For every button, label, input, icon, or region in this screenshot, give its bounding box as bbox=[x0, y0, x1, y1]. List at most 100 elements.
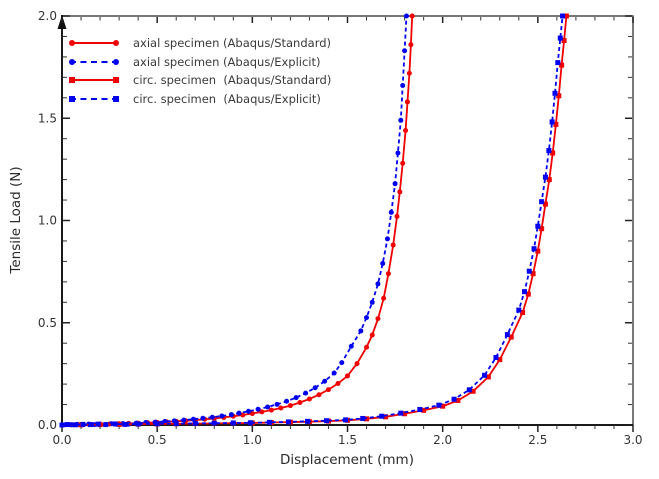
axial-explicit-marker bbox=[284, 398, 290, 404]
circ-explicit-marker bbox=[557, 35, 563, 41]
axial-standard-marker bbox=[400, 160, 406, 166]
circ-explicit-marker bbox=[531, 246, 537, 252]
circ-standard-marker bbox=[470, 388, 476, 394]
axial-explicit-marker bbox=[375, 281, 381, 287]
y-tick-label: 1.5 bbox=[38, 111, 57, 125]
circ-standard-marker bbox=[559, 62, 565, 68]
circ-standard-marker bbox=[485, 374, 491, 380]
axial-standard-marker bbox=[259, 409, 265, 415]
blue-circle-marker-icon bbox=[69, 58, 75, 65]
axial-explicit-marker bbox=[265, 404, 271, 410]
circ-explicit-marker bbox=[135, 421, 141, 427]
axial-standard-marker bbox=[369, 332, 375, 338]
axial-standard-marker bbox=[397, 189, 403, 195]
x-tick-label: 1.5 bbox=[338, 433, 357, 447]
axial-explicit-marker bbox=[358, 328, 364, 334]
circ-standard-marker bbox=[556, 93, 562, 99]
circ-explicit-marker bbox=[285, 419, 291, 425]
circ-explicit-marker bbox=[552, 90, 558, 96]
circ-standard-marker bbox=[553, 121, 559, 127]
circ-explicit-marker bbox=[546, 148, 552, 154]
axial-standard-marker bbox=[354, 361, 360, 367]
y-tick-label: 2.0 bbox=[38, 9, 57, 23]
circ-standard-marker bbox=[525, 291, 531, 297]
circ-standard-marker bbox=[542, 201, 548, 207]
y-axis-title: Tensile Load (N) bbox=[8, 166, 24, 274]
circ-explicit-marker bbox=[95, 421, 101, 427]
axial-explicit-marker bbox=[402, 48, 408, 54]
circ-explicit-marker bbox=[154, 421, 160, 427]
axial-standard-marker bbox=[345, 373, 350, 379]
circ-standard-marker bbox=[530, 271, 536, 277]
circ-explicit-marker bbox=[103, 422, 109, 428]
circ-explicit-marker bbox=[211, 420, 217, 426]
red-solid-line-icon bbox=[70, 42, 118, 45]
x-tick-label: 3.0 bbox=[623, 433, 642, 447]
blue-dashed-line-icon bbox=[70, 97, 118, 100]
axial-explicit-marker bbox=[322, 378, 328, 384]
circ-explicit-marker bbox=[417, 406, 423, 412]
axial-explicit-marker bbox=[293, 395, 299, 401]
axial-standard-marker bbox=[403, 128, 409, 134]
axial-explicit-marker bbox=[348, 343, 354, 349]
axial-explicit-marker bbox=[200, 415, 206, 421]
x-tick-label: 2.0 bbox=[433, 433, 452, 447]
circ-standard-marker bbox=[440, 403, 446, 409]
circ-explicit-marker bbox=[535, 223, 541, 229]
axial-standard-marker bbox=[268, 407, 274, 413]
axial-explicit-marker bbox=[339, 360, 345, 366]
red-square-marker-icon bbox=[113, 77, 119, 84]
axial-explicit-marker bbox=[380, 260, 386, 266]
circ-explicit-marker bbox=[112, 421, 118, 427]
red-square-marker-icon bbox=[69, 77, 75, 84]
axial-standard-marker bbox=[406, 70, 412, 76]
axial-explicit-marker bbox=[228, 412, 234, 418]
axial-explicit-marker bbox=[303, 390, 309, 396]
legend-sample-axial-standard bbox=[69, 38, 119, 48]
blue-circle-marker-icon bbox=[113, 58, 119, 65]
circ-explicit-marker bbox=[72, 422, 78, 428]
circ-explicit-marker bbox=[436, 402, 442, 408]
series-circ-explicit-line bbox=[61, 15, 564, 426]
x-axis-title: Displacement (mm) bbox=[280, 452, 414, 468]
axial-explicit-marker bbox=[246, 408, 252, 414]
axial-standard-marker bbox=[409, 13, 415, 19]
circ-standard-marker bbox=[563, 13, 569, 19]
legend-sample-circ-standard bbox=[69, 75, 119, 85]
circ-explicit-marker bbox=[173, 421, 179, 427]
y-tick-label: 0.0 bbox=[38, 418, 57, 432]
axial-explicit-marker bbox=[364, 315, 370, 321]
circ-standard-marker bbox=[402, 411, 408, 417]
axial-standard-marker bbox=[385, 271, 391, 277]
axial-explicit-marker bbox=[190, 416, 196, 422]
axial-explicit-marker bbox=[312, 385, 318, 391]
series-circ-explicit bbox=[59, 13, 566, 428]
circ-explicit-marker bbox=[192, 420, 198, 426]
legend-label-circ-explicit: circ. specimen (Abaqus/Explicit) bbox=[133, 91, 321, 106]
circ-standard-marker bbox=[383, 414, 389, 420]
circ-explicit-marker bbox=[482, 372, 488, 378]
circ-explicit-marker bbox=[379, 413, 385, 419]
axial-explicit-marker bbox=[369, 299, 375, 305]
circ-standard-marker bbox=[546, 177, 552, 183]
axial-explicit-marker bbox=[274, 401, 280, 407]
red-circle-marker-icon bbox=[113, 40, 119, 47]
circ-explicit-marker bbox=[560, 13, 566, 19]
circ-explicit-marker bbox=[493, 355, 499, 361]
axial-standard-marker bbox=[381, 295, 387, 301]
x-tick-label: 2.5 bbox=[528, 433, 547, 447]
axial-explicit-marker bbox=[400, 83, 406, 89]
circ-explicit-marker bbox=[504, 332, 510, 338]
circ-explicit-marker bbox=[542, 174, 548, 180]
legend-item-axial-explicit: axial specimen (Abaqus/Explicit) bbox=[69, 53, 331, 72]
legend-item-circ-standard: circ. specimen (Abaqus/Standard) bbox=[69, 71, 331, 90]
circ-explicit-marker bbox=[466, 387, 472, 393]
legend-label-axial-standard: axial specimen (Abaqus/Standard) bbox=[133, 36, 332, 50]
tick-labels: 0.0 0.5 1.0 1.5 2.0 2.5 3.0 0.0 0.5 1.0 1.5 2.0 bbox=[38, 9, 643, 447]
legend-sample-axial-explicit bbox=[69, 57, 119, 67]
axial-standard-marker bbox=[297, 400, 303, 406]
axial-explicit-marker bbox=[331, 370, 337, 376]
axial-standard-marker bbox=[325, 387, 331, 393]
